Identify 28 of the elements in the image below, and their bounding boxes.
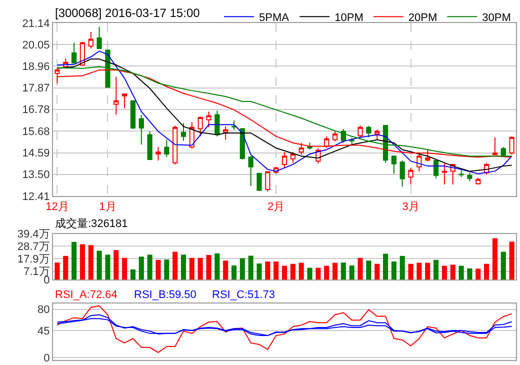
x-tick-label: 1月 (99, 201, 116, 214)
y-tick-label: 45 (38, 325, 50, 338)
y-tick-label: 20.05 (22, 39, 50, 52)
y-tick-label: 15.68 (22, 126, 50, 138)
y-tick-label: 18.96 (22, 61, 50, 74)
y-tick-label: 12.41 (22, 190, 50, 203)
y-tick-label: 16.78 (22, 104, 50, 116)
y-tick-label: 17.87 (22, 82, 50, 95)
y-tick-label: 13.50 (22, 169, 50, 182)
y-tick-label: 14.59 (22, 148, 50, 160)
legend-label: 20PM (408, 12, 438, 24)
x-tick-label: 12月 (46, 201, 69, 214)
x-tick-label: 3月 (402, 201, 420, 214)
y-tick-label: 80 (38, 304, 50, 316)
legend-label: 10PM (334, 12, 364, 24)
text: RSI_B:59.50 (134, 289, 196, 301)
legend-label: 30PM (482, 12, 511, 24)
y-tick-label: 21.14 (22, 18, 50, 30)
legend-label: 5PMA (259, 12, 290, 24)
y-tick-label: 39.4万 (17, 228, 50, 241)
y-tick-label: 17.9万 (17, 254, 50, 266)
x-tick-label: 2月 (268, 201, 285, 214)
y-tick-label: 0 (44, 352, 50, 364)
chart-title: [300068] 2016-03-17 15:00 (55, 6, 200, 20)
text: RSI_A:72.64 (55, 289, 118, 301)
y-tick-label: 28.7万 (17, 241, 50, 254)
text: 成交量:326181 (55, 217, 128, 230)
text: RSI_C:51.73 (212, 289, 275, 301)
